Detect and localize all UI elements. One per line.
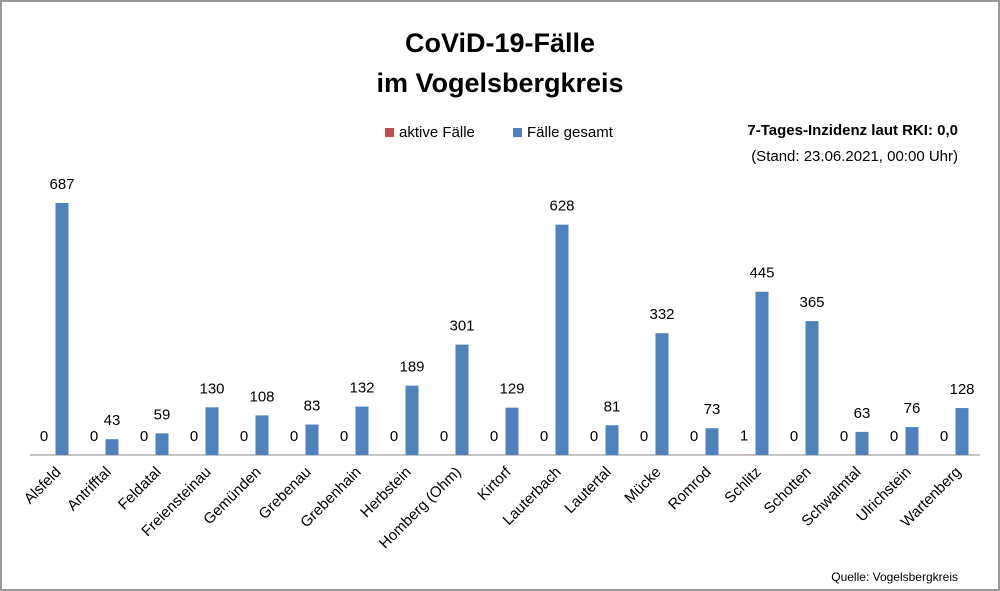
data-label: 0: [490, 428, 498, 445]
bar: [505, 407, 519, 455]
chart-title: im Vogelsbergkreis: [376, 68, 623, 98]
legend-label: Fälle gesamt: [527, 124, 614, 141]
data-label: 0: [690, 428, 698, 445]
chart-title: CoViD-19-Fälle: [405, 28, 595, 58]
data-label: 73: [704, 401, 721, 418]
data-label: 0: [440, 428, 448, 445]
data-label: 0: [890, 428, 898, 445]
source: Quelle: Vogelsbergkreis: [831, 570, 958, 584]
data-label: 0: [590, 428, 598, 445]
data-label: 59: [154, 406, 171, 423]
data-label: 108: [249, 388, 274, 405]
bar: [605, 425, 619, 455]
data-label: 0: [790, 428, 798, 445]
data-label: 0: [540, 428, 548, 445]
data-label: 132: [349, 380, 374, 397]
data-label: 128: [949, 381, 974, 398]
data-label: 1: [740, 428, 748, 445]
bar: [105, 439, 119, 455]
bar: [955, 408, 969, 455]
data-label: 129: [499, 381, 524, 398]
data-label: 332: [649, 306, 674, 323]
legend-swatch: [385, 128, 394, 137]
data-label: 0: [240, 428, 248, 445]
bar: [555, 224, 569, 455]
bar: [55, 203, 69, 455]
bar: [255, 415, 269, 455]
data-label: 0: [40, 428, 48, 445]
data-label: 83: [304, 398, 321, 415]
data-label: 687: [49, 176, 74, 193]
data-label: 43: [104, 412, 121, 429]
data-label: 0: [840, 428, 848, 445]
legend-label: aktive Fälle: [399, 124, 475, 141]
data-label: 0: [640, 428, 648, 445]
data-label: 365: [799, 294, 824, 311]
annotation: 7-Tages-Inzidenz laut RKI: 0,0: [747, 122, 958, 139]
bar: [855, 431, 869, 455]
bar: [705, 428, 719, 455]
data-label: 301: [449, 318, 474, 335]
data-label: 445: [749, 265, 774, 282]
bar: [355, 406, 369, 455]
legend-swatch: [513, 128, 522, 137]
annotation: (Stand: 23.06.2021, 00:00 Uhr): [751, 148, 958, 165]
data-label: 628: [549, 198, 574, 215]
bar: [205, 407, 219, 455]
bar: [655, 333, 669, 455]
data-label: 189: [399, 359, 424, 376]
data-label: 0: [90, 428, 98, 445]
bar: [405, 385, 419, 455]
data-label: 63: [854, 405, 871, 422]
bar: [305, 424, 319, 455]
bar: [455, 344, 469, 455]
data-label: 81: [604, 398, 621, 415]
bar: [155, 433, 169, 455]
data-label: 0: [290, 428, 298, 445]
data-label: 0: [190, 428, 198, 445]
data-label: 0: [340, 428, 348, 445]
data-label: 0: [140, 428, 148, 445]
bar: [755, 291, 769, 455]
data-label: 0: [940, 428, 948, 445]
data-label: 76: [904, 400, 921, 417]
data-label: 0: [390, 428, 398, 445]
bar: [905, 427, 919, 455]
data-label: 130: [199, 380, 224, 397]
bar: [805, 321, 819, 455]
